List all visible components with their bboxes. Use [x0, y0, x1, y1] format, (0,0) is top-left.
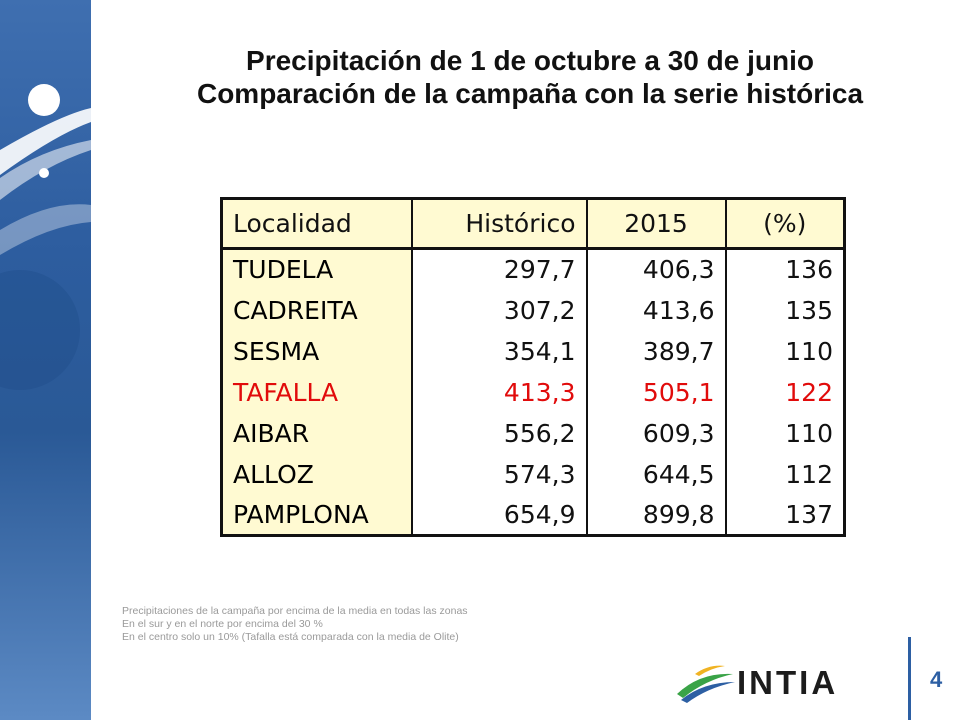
cell-percent: 122	[724, 371, 846, 413]
title-line-2: Comparación de la campaña con la serie h…	[196, 78, 864, 109]
cell-2015: 413,6	[585, 289, 727, 331]
table-row: AIBAR 556,2 609,3 110	[220, 412, 846, 454]
cell-historico: 556,2	[410, 412, 588, 454]
footnote-line: Precipitaciones de la campaña por encima…	[122, 605, 468, 617]
header-percent: (%)	[724, 198, 846, 250]
cell-localidad: TUDELA	[220, 248, 413, 290]
table-row: TUDELA 297,7 406,3 136	[220, 248, 846, 290]
page-number: 4	[930, 667, 943, 692]
title-line-1: Precipitación de 1 de octubre a 30 de ju…	[246, 45, 814, 76]
table-header-row: Localidad Histórico 2015 (%)	[220, 198, 846, 250]
cell-percent: 110	[724, 412, 846, 454]
cell-localidad: AIBAR	[220, 412, 413, 454]
cell-2015: 389,7	[585, 330, 727, 372]
slide-title: Precipitación de 1 de octubre a 30 de ju…	[100, 44, 960, 110]
header-localidad: Localidad	[220, 198, 413, 250]
cell-localidad: PAMPLONA	[220, 494, 413, 536]
page-number-divider	[908, 637, 911, 720]
cell-localidad: CADREITA	[220, 289, 413, 331]
footnote-line: En el centro solo un 10% (Tafalla está c…	[122, 631, 459, 643]
logo-wordmark: INTIA	[737, 664, 839, 701]
header-historico: Histórico	[410, 198, 588, 250]
footnotes: Precipitaciones de la campaña por encima…	[122, 605, 468, 644]
cell-localidad: SESMA	[220, 330, 413, 372]
intia-logo: INTIA	[675, 660, 890, 705]
cell-historico: 413,3	[410, 371, 588, 413]
table-row: CADREITA 307,2 413,6 135	[220, 289, 846, 331]
cell-historico: 297,7	[410, 248, 588, 290]
table-row: ALLOZ 574,3 644,5 112	[220, 453, 846, 495]
cell-2015: 899,8	[585, 494, 727, 536]
abstract-figure-graphic	[0, 84, 91, 390]
cell-percent: 110	[724, 330, 846, 372]
cell-historico: 654,9	[410, 494, 588, 536]
cell-localidad: TAFALLA	[220, 371, 413, 413]
table-row-highlighted: TAFALLA 413,3 505,1 122	[220, 371, 846, 413]
cell-historico: 354,1	[410, 330, 588, 372]
cell-historico: 574,3	[410, 453, 588, 495]
decorative-side-band	[0, 0, 91, 720]
cell-percent: 112	[724, 453, 846, 495]
cell-2015: 644,5	[585, 453, 727, 495]
cell-percent: 135	[724, 289, 846, 331]
table-row: SESMA 354,1 389,7 110	[220, 330, 846, 372]
cell-localidad: ALLOZ	[220, 453, 413, 495]
cell-2015: 609,3	[585, 412, 727, 454]
intia-swoosh-logo-icon	[677, 665, 735, 703]
cell-historico: 307,2	[410, 289, 588, 331]
cell-percent: 136	[724, 248, 846, 290]
footnote-line: En el sur y en el norte por encima del 3…	[122, 618, 323, 630]
precipitation-table: Localidad Histórico 2015 (%) TUDELA 297,…	[220, 197, 846, 537]
header-2015: 2015	[585, 198, 727, 250]
cell-2015: 406,3	[585, 248, 727, 290]
table-row: PAMPLONA 654,9 899,8 137	[220, 494, 846, 536]
cell-2015: 505,1	[585, 371, 727, 413]
cell-percent: 137	[724, 494, 846, 536]
